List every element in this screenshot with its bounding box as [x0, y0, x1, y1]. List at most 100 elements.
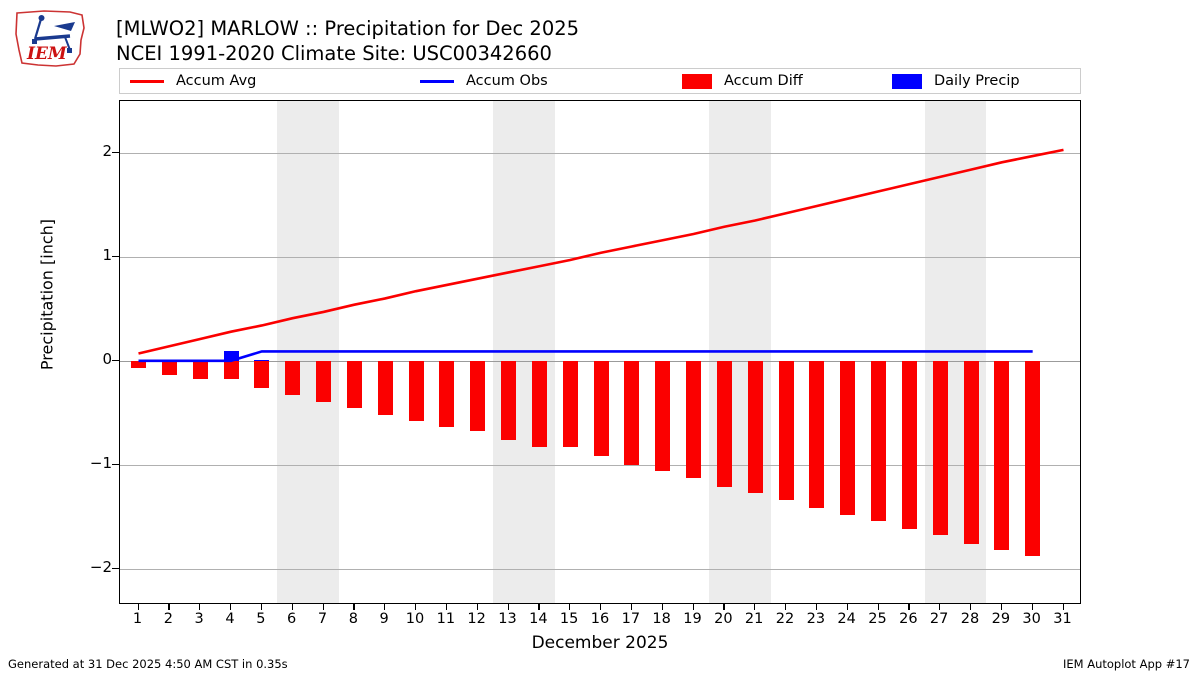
- x-tick-mark: [384, 604, 386, 610]
- y-tick-mark: [112, 463, 119, 465]
- y-tick-mark: [112, 255, 119, 258]
- bar-accum-diff: [747, 360, 763, 493]
- x-tick-mark: [630, 604, 633, 610]
- x-tick-mark: [600, 604, 602, 610]
- bar-accum-diff: [161, 360, 177, 376]
- legend-item-accum-avg: Accum Avg: [120, 69, 420, 93]
- x-tick-mark: [1000, 604, 1003, 610]
- bar-accum-diff: [439, 360, 455, 428]
- x-tick-mark: [538, 604, 540, 610]
- legend-item-accum-diff: Accum Diff: [682, 69, 892, 93]
- bar-accum-diff: [192, 360, 208, 380]
- x-tick-mark: [1062, 604, 1064, 610]
- bar-accum-diff: [562, 360, 578, 448]
- x-tick-mark: [846, 604, 848, 610]
- legend-label-accum-diff: Accum Diff: [724, 73, 803, 89]
- bar-accum-diff: [716, 360, 732, 487]
- gridline: [120, 256, 1080, 258]
- x-tick-label: 28: [960, 611, 980, 627]
- legend-swatch-patch-daily-precip: [892, 73, 922, 89]
- gridline: [120, 568, 1080, 570]
- bar-accum-diff: [501, 360, 516, 440]
- y-tick-label: 1: [102, 245, 112, 264]
- x-tick-mark: [137, 604, 139, 610]
- x-tick-label: 7: [317, 611, 328, 627]
- bar-accum-diff: [254, 360, 270, 388]
- footer-generated-text: Generated at 31 Dec 2025 4:50 AM CST in …: [8, 657, 288, 671]
- x-tick-label: 31: [1053, 611, 1072, 627]
- bar-accum-diff: [285, 360, 301, 396]
- chart-legend: Accum Avg Accum Obs Accum Diff Daily Pre…: [119, 68, 1081, 94]
- x-tick-mark: [322, 604, 324, 610]
- gridline: [120, 152, 1080, 154]
- x-tick-mark: [230, 604, 232, 610]
- x-tick-label: 30: [1022, 611, 1041, 627]
- bar-accum-diff: [655, 360, 671, 471]
- x-tick-label: 5: [256, 611, 266, 627]
- x-tick-mark: [1031, 604, 1033, 610]
- x-tick-mark: [785, 604, 787, 610]
- x-tick-label: 18: [652, 611, 671, 627]
- x-tick-label: 27: [929, 611, 949, 627]
- y-tick-mark: [112, 567, 119, 569]
- y-axis-label: Precipitation [inch]: [37, 218, 57, 371]
- y-tick-label: −1: [89, 453, 112, 472]
- x-tick-mark: [754, 604, 756, 610]
- x-tick-label: 3: [194, 611, 204, 627]
- bar-accum-diff: [871, 360, 886, 521]
- x-tick-mark: [569, 604, 571, 610]
- bar-accum-diff: [316, 360, 331, 403]
- x-tick-mark: [291, 604, 293, 610]
- x-tick-label: 13: [498, 611, 517, 627]
- x-tick-label: 21: [744, 611, 764, 627]
- x-tick-label: 22: [775, 611, 795, 627]
- x-tick-mark: [661, 604, 663, 610]
- line-accum-avg: [138, 148, 1064, 355]
- bar-accum-diff: [377, 360, 393, 415]
- x-tick-label: 16: [590, 611, 610, 627]
- x-tick-mark: [415, 604, 417, 610]
- svg-text:IEM: IEM: [26, 44, 68, 64]
- x-tick-label: 20: [714, 611, 733, 627]
- x-tick-label: 17: [621, 611, 641, 627]
- bar-accum-diff: [901, 360, 917, 530]
- bar-accum-diff: [223, 360, 239, 380]
- y-tick-label: −2: [89, 557, 112, 576]
- x-tick-mark: [445, 604, 448, 610]
- x-tick-mark: [168, 604, 170, 610]
- line-series: [138, 148, 1064, 363]
- x-tick-label: 15: [559, 611, 579, 627]
- bar-accum-diff: [778, 360, 794, 501]
- title-line-1: [MLWO2] MARLOW :: Precipitation for Dec …: [116, 17, 580, 40]
- bar-accum-diff: [131, 360, 146, 369]
- bar-accum-diff: [1025, 360, 1041, 557]
- bar-accum-diff: [408, 360, 424, 422]
- footer-app-text: IEM Autoplot App #17: [1062, 657, 1190, 671]
- y-tick-mark: [112, 359, 119, 362]
- iem-logo-icon: IEM: [15, 10, 85, 67]
- bar-accum-diff: [624, 360, 640, 465]
- x-tick-label: 23: [806, 611, 826, 627]
- legend-label-daily-precip: Daily Precip: [934, 73, 1020, 89]
- x-tick-label: 26: [899, 611, 918, 627]
- x-tick-mark: [260, 604, 263, 610]
- x-tick-label: 2: [163, 611, 173, 627]
- x-tick-label: 14: [529, 611, 548, 627]
- legend-item-daily-precip: Daily Precip: [892, 69, 1080, 93]
- legend-item-accum-obs: Accum Obs: [420, 69, 682, 93]
- x-tick-label: 1: [132, 611, 143, 627]
- y-tick-label: 2: [102, 141, 112, 160]
- x-tick-label: 10: [405, 611, 425, 627]
- x-tick-mark: [476, 604, 478, 610]
- plot-area: [119, 100, 1081, 604]
- x-tick-label: 6: [287, 611, 297, 627]
- x-axis-label: December 2025: [531, 633, 669, 653]
- line-accum-obs: [138, 350, 1033, 363]
- legend-swatch-line-accum-avg: [130, 79, 164, 83]
- x-tick-mark: [507, 604, 509, 610]
- page-title: [MLWO2] MARLOW :: Precipitation for Dec …: [116, 16, 579, 66]
- legend-label-accum-obs: Accum Obs: [466, 73, 548, 89]
- x-tick-label: 29: [991, 611, 1011, 627]
- x-tick-mark: [908, 604, 910, 610]
